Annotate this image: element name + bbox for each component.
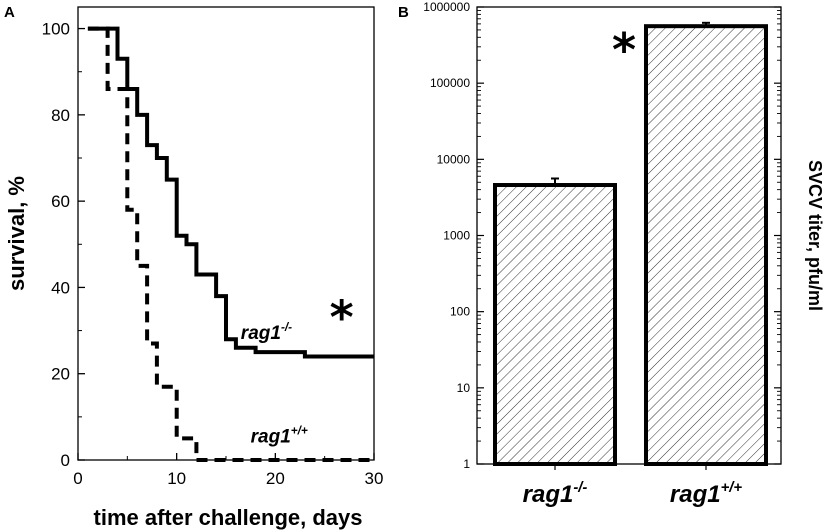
panel-a-label: A xyxy=(4,4,15,21)
panel-b-y-tick-label: 10 xyxy=(457,381,471,395)
panel-a-y-tick-label: 60 xyxy=(51,192,70,211)
panel-a-series xyxy=(87,26,374,462)
panel-b-category-label: rag1+/+ xyxy=(670,480,743,508)
panel-b-y-tick-label: 1000000 xyxy=(423,0,470,14)
panel-a-plot-frame xyxy=(77,6,375,461)
panel-a-y-tick-label: 100 xyxy=(42,20,70,39)
panel-b-ticks: 1 10 100 1000 10000 100000 1000000 xyxy=(423,0,781,471)
panel-a-y-tick-label: 80 xyxy=(51,106,70,125)
panel-b-significance-asterisk: * xyxy=(612,23,636,77)
panel-a-series-label: rag1+/+ xyxy=(251,424,308,447)
panel-a-significance-asterisk: * xyxy=(330,290,354,344)
panel-b-y-tick-label: 10000 xyxy=(437,152,471,166)
panel-a-series-label: rag1-/- xyxy=(241,321,292,344)
panel-a-series-rag1-knockout-line xyxy=(87,26,374,359)
panel-a-y-tick-label: 40 xyxy=(51,278,70,297)
panel-a-x-tick-label: 30 xyxy=(365,469,384,488)
panel-b-y-tick-label: 100 xyxy=(450,305,470,319)
panel-b-category-label: rag1-/- xyxy=(523,480,588,508)
panel-a-y-tick-label: 0 xyxy=(61,451,70,470)
panel-b-annotations: * xyxy=(612,23,636,77)
panel-b-bar-rag1-knockout xyxy=(493,183,617,466)
panel-a-x-tick-label: 20 xyxy=(266,469,285,488)
panel-a-y-tick-label: 20 xyxy=(51,365,70,384)
panel-b-y-tick-label: 100000 xyxy=(430,76,470,90)
panel-a-ticks: 0 10 20 30 0 20 40 60 80 100 xyxy=(42,20,384,488)
panel-a-x-axis-title: time after challenge, days xyxy=(94,505,363,530)
panel-b-label: B xyxy=(398,4,409,21)
panel-a-annotations: rag1-/- rag1+/+ * xyxy=(241,290,354,447)
panel-a-x-tick-label: 0 xyxy=(73,469,82,488)
panel-b-bars xyxy=(493,21,768,466)
panel-b-y-tick-label: 1000 xyxy=(443,229,470,243)
panel-a: A 0 10 20 30 0 20 40 60 80 100 rag1-/- rag1+/+ * ti… xyxy=(4,4,383,530)
panel-b-y-axis-title: SVCV titer, pfu/ml xyxy=(805,160,825,311)
panel-a-series-rag1-wildtype-line xyxy=(87,26,374,462)
panel-b-y-tick-label: 1 xyxy=(463,457,470,471)
panel-a-y-axis-title: survival, % xyxy=(4,176,29,291)
panel-b-bar-rag1-wildtype xyxy=(644,24,768,466)
panel-b-category-labels: rag1-/- rag1+/+ xyxy=(523,480,743,508)
panel-a-x-tick-label: 10 xyxy=(167,469,186,488)
